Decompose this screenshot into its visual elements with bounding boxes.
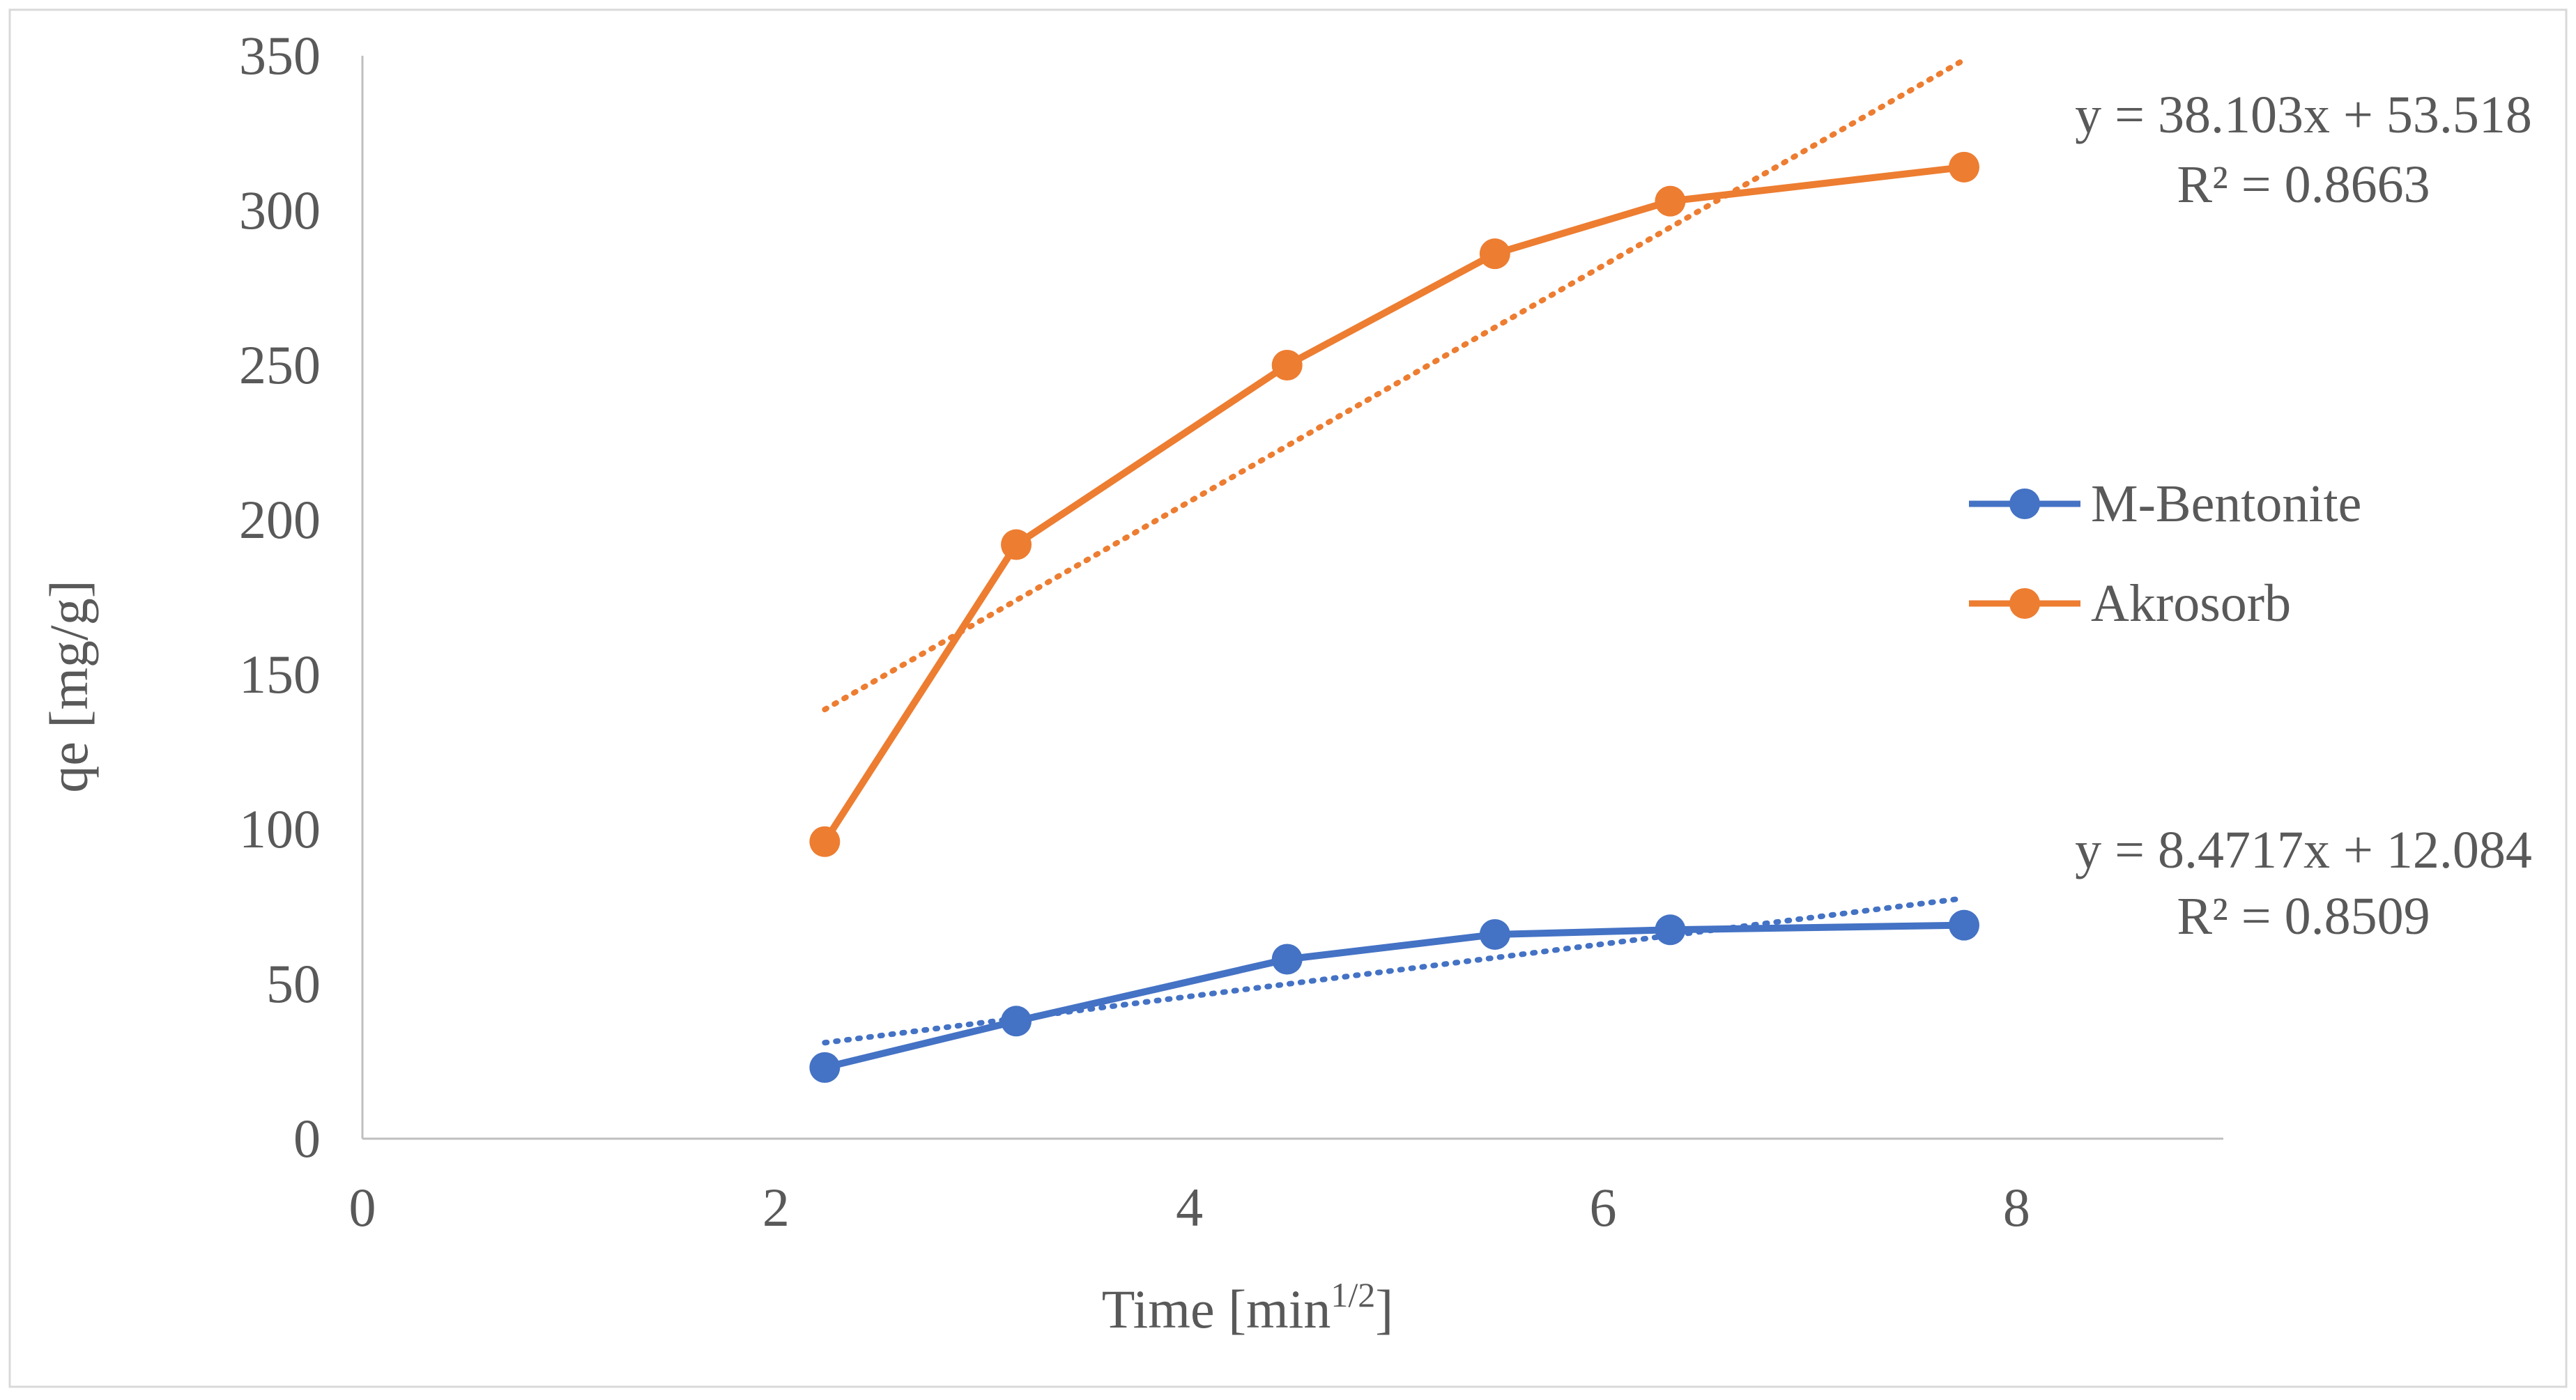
series-line-m-bentonite: [821, 921, 1968, 1071]
series-points-group: [809, 151, 1979, 1083]
y-axis-label: qe [mg/g]: [38, 580, 99, 792]
legend-item-m-bentonite[interactable]: M-Bentonite: [1969, 475, 2361, 533]
trendline-r2-m-bentonite: R² = 0.8509: [2177, 887, 2430, 946]
x-tick-label: 6: [1590, 1177, 1617, 1238]
series-line-akrosorb: [821, 163, 1968, 845]
data-point-akrosorb[interactable]: [1271, 350, 1303, 380]
data-point-akrosorb[interactable]: [1479, 238, 1510, 270]
data-point-m-bentonite[interactable]: [809, 1052, 841, 1083]
x-tick-label: 4: [1176, 1177, 1203, 1238]
trendline-equation-m-bentonite: y = 8.4717x + 12.084: [2075, 821, 2532, 879]
legend-item-akrosorb[interactable]: Akrosorb: [1969, 574, 2291, 633]
data-point-akrosorb[interactable]: [1001, 529, 1032, 560]
legend-label-m-bentonite: M-Bentonite: [2091, 475, 2361, 533]
trendline-r2-akrosorb: R² = 0.8663: [2177, 155, 2430, 214]
chart-border: [8, 8, 2568, 1388]
y-tick-label: 50: [266, 953, 321, 1014]
axes-group: 0 50 100 150 200 250 300 350 0 2 4 6 8: [239, 25, 2223, 1238]
y-tick-label: 200: [239, 489, 321, 550]
data-point-akrosorb[interactable]: [1948, 151, 1979, 183]
trendline-akrosorb: [822, 56, 1967, 713]
data-point-akrosorb[interactable]: [809, 826, 841, 857]
x-axis-label-main: Time [min: [1102, 1279, 1331, 1339]
legend-label-akrosorb: Akrosorb: [2091, 574, 2291, 633]
data-point-m-bentonite[interactable]: [1948, 909, 1979, 941]
legend: M-Bentonite Akrosorb: [1969, 475, 2361, 633]
data-point-m-bentonite[interactable]: [1655, 914, 1686, 946]
data-point-akrosorb[interactable]: [1655, 185, 1686, 217]
x-axis-label: Time [min1/2]: [1102, 1275, 1394, 1339]
y-tick-label: 350: [239, 25, 321, 86]
series-lines-group: [821, 163, 1968, 1071]
y-tick-label: 250: [239, 334, 321, 395]
data-point-m-bentonite[interactable]: [1479, 918, 1510, 950]
x-tick-label: 0: [349, 1177, 376, 1238]
y-tick-label: 0: [293, 1108, 321, 1169]
data-point-m-bentonite[interactable]: [1271, 944, 1303, 975]
x-tick-label: 8: [2003, 1177, 2030, 1238]
y-tick-label: 150: [239, 644, 321, 705]
trendline-equation-akrosorb: y = 38.103x + 53.518: [2075, 86, 2532, 144]
y-tick-label: 300: [239, 180, 321, 240]
data-point-m-bentonite[interactable]: [1001, 1006, 1032, 1037]
y-tick-label: 100: [239, 799, 321, 859]
x-axis-label-superscript: 1/2: [1331, 1275, 1375, 1314]
x-tick-label: 2: [762, 1177, 790, 1238]
legend-marker-m-bentonite: [2009, 489, 2040, 519]
x-axis-label-close: ]: [1375, 1279, 1393, 1339]
legend-marker-akrosorb: [2009, 588, 2040, 619]
